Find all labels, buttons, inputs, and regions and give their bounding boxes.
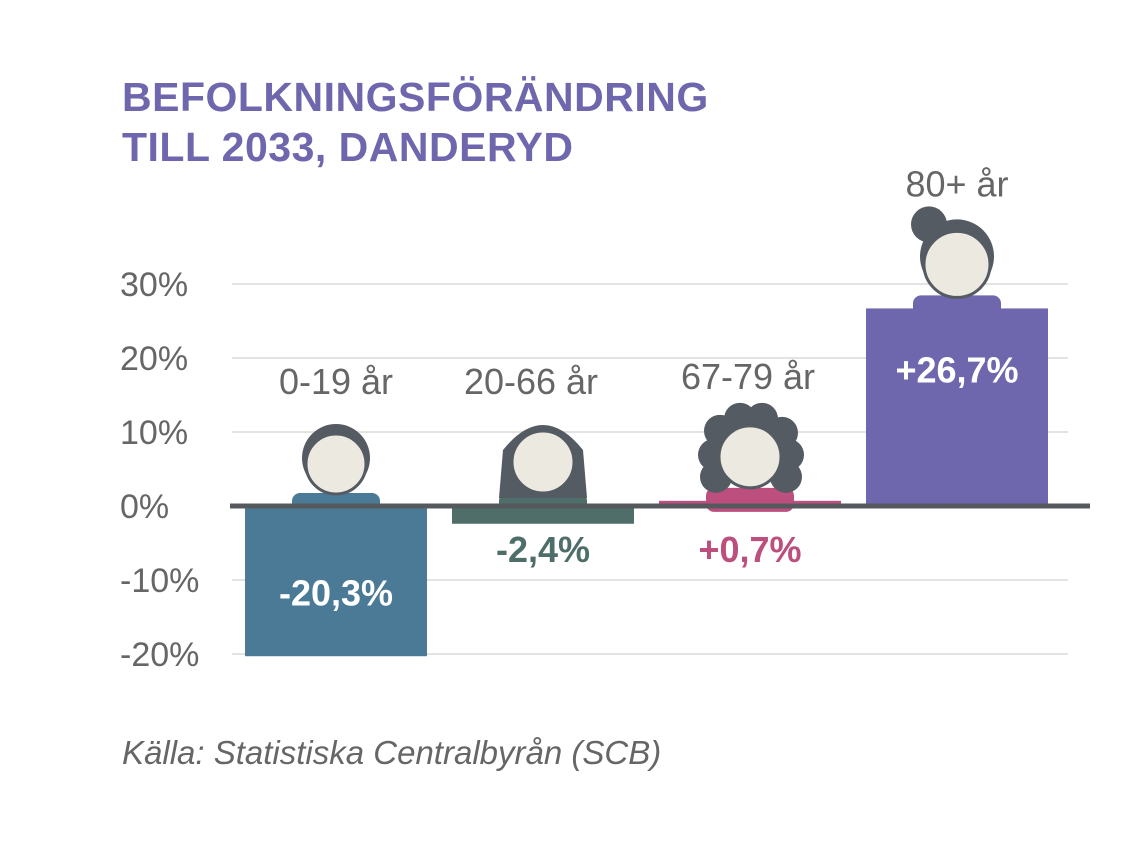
bar-4 xyxy=(866,308,1048,506)
face xyxy=(717,424,783,490)
title-line-2-rest: DANDERYD xyxy=(326,124,574,170)
value-label: +26,7% xyxy=(895,349,1018,390)
source-note: Källa: Statistiska Centralbyrån (SCB) xyxy=(122,734,662,771)
category-label: 80+ år xyxy=(905,163,1008,204)
value-label: +0,7% xyxy=(698,529,801,570)
face xyxy=(922,229,992,299)
title-line-1: BEFOLKNINGSFÖRÄNDRING xyxy=(122,74,709,120)
face xyxy=(510,429,576,495)
y-tick-label: 10% xyxy=(120,414,188,452)
bar-1 xyxy=(245,506,427,657)
elderly-icon xyxy=(911,206,1001,320)
face xyxy=(304,432,368,496)
value-label: -2,4% xyxy=(496,529,590,570)
chart-title: BEFOLKNINGSFÖRÄNDRING TILL 2033, DANDERY… xyxy=(122,72,709,172)
y-tick-label: 30% xyxy=(120,266,188,304)
y-tick-label: -20% xyxy=(120,636,199,674)
category-label: 20-66 år xyxy=(464,361,598,402)
child-icon xyxy=(292,424,380,517)
category-label: 0-19 år xyxy=(279,361,393,402)
y-tick-label: 20% xyxy=(120,340,188,378)
senior-icon xyxy=(698,402,804,512)
y-tick-label: -10% xyxy=(120,562,199,600)
title-line-2-bold: TILL 2033, xyxy=(122,124,327,170)
adult-icon xyxy=(499,425,587,517)
category-label: 67-79 år xyxy=(681,356,815,397)
bar-2 xyxy=(452,506,634,524)
title-line-2: TILL 2033, DANDERYD xyxy=(122,122,709,172)
y-tick-label: 0% xyxy=(120,488,169,526)
value-label: -20,3% xyxy=(279,573,393,614)
